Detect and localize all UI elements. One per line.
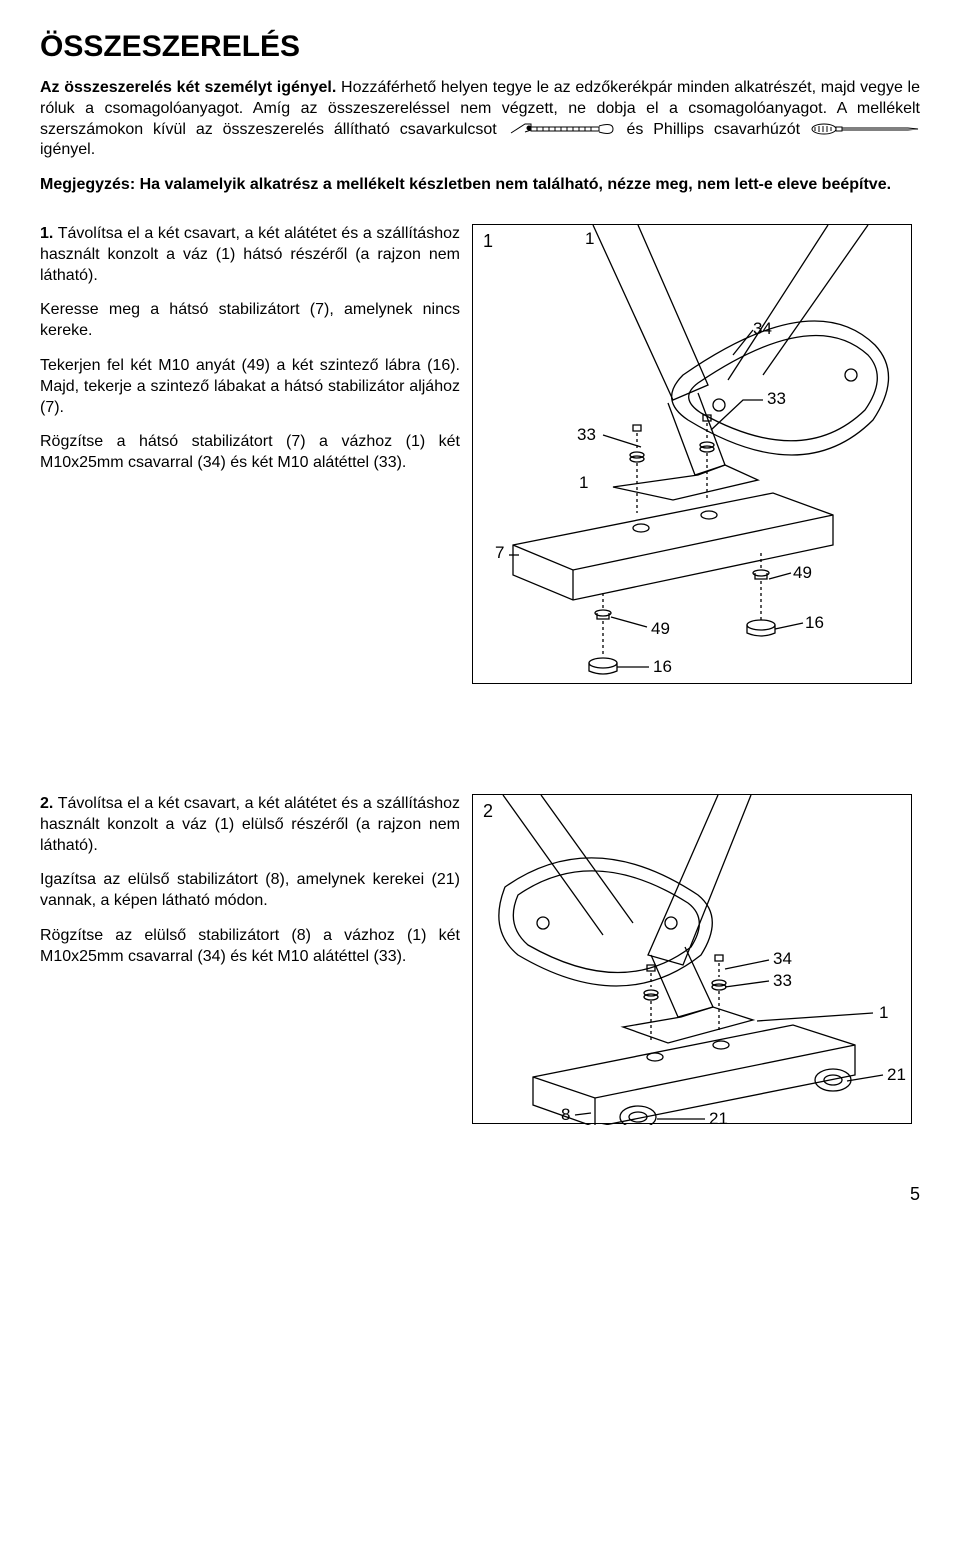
diagram-1-svg: [473, 225, 913, 685]
step-1-p4: Rögzítse a hátsó stabilizátort (7) a váz…: [40, 432, 460, 474]
step-1-diagram: 1: [472, 224, 912, 684]
step-2-block: 2. Távolítsa el a két csavart, a két alá…: [40, 794, 920, 1124]
intro-bold: Az összeszerelés két személyt igényel.: [40, 79, 336, 96]
step-1-num: 1.: [40, 225, 53, 242]
co-7: 7: [495, 543, 504, 563]
step-2-p3: Rögzítse az elülső stabilizátort (8) a v…: [40, 926, 460, 968]
step-2-diagram: 2: [472, 794, 912, 1124]
diagram-1-label: 1: [483, 231, 493, 252]
co2-21r: 21: [887, 1065, 906, 1085]
co2-34: 34: [773, 949, 792, 969]
diagram-2-svg: [473, 795, 913, 1125]
co-33u: 33: [767, 389, 786, 409]
page-title: ÖSSZESZERELÉS: [40, 30, 920, 64]
page-number: 5: [40, 1184, 920, 1205]
step-2-num: 2.: [40, 795, 53, 812]
step-1-block: 1. Távolítsa el a két csavart, a két alá…: [40, 224, 920, 684]
note-paragraph: Megjegyzés: Ha valamelyik alkatrész a me…: [40, 175, 920, 196]
co2-33: 33: [773, 971, 792, 991]
step-2-text: 2. Távolítsa el a két csavart, a két alá…: [40, 794, 460, 982]
co-49b: 49: [651, 619, 670, 639]
intro-text-3: igényel.: [40, 141, 95, 158]
step-1-p2: Keresse meg a hátsó stabilizátort (7), a…: [40, 300, 460, 342]
co2-1: 1: [879, 1003, 888, 1023]
co-34: 34: [753, 319, 772, 339]
co-1-mid: 1: [579, 473, 588, 493]
intro-paragraph: Az összeszerelés két személyt igényel. H…: [40, 78, 920, 161]
co-16b: 16: [653, 657, 672, 677]
step-2-p1: Távolítsa el a két csavart, a két alátét…: [40, 795, 460, 854]
co2-21b: 21: [709, 1109, 728, 1129]
step-1-text: 1. Távolítsa el a két csavart, a két alá…: [40, 224, 460, 488]
co2-8: 8: [561, 1105, 570, 1125]
co-49r: 49: [793, 563, 812, 583]
co-16r: 16: [805, 613, 824, 633]
step-1-p1: Távolítsa el a két csavart, a két alátét…: [40, 225, 460, 284]
intro-text-2: és Phillips csavarhúzót: [617, 121, 810, 138]
screwdriver-icon: [810, 122, 920, 136]
co-33l: 33: [577, 425, 596, 445]
wrench-icon: [507, 120, 617, 138]
diagram-2-label: 2: [483, 801, 493, 822]
step-1-p3: Tekerjen fel két M10 anyát (49) a két sz…: [40, 356, 460, 418]
step-2-p2: Igazítsa az elülső stabilizátort (8), am…: [40, 870, 460, 912]
co-1-top: 1: [585, 229, 594, 249]
